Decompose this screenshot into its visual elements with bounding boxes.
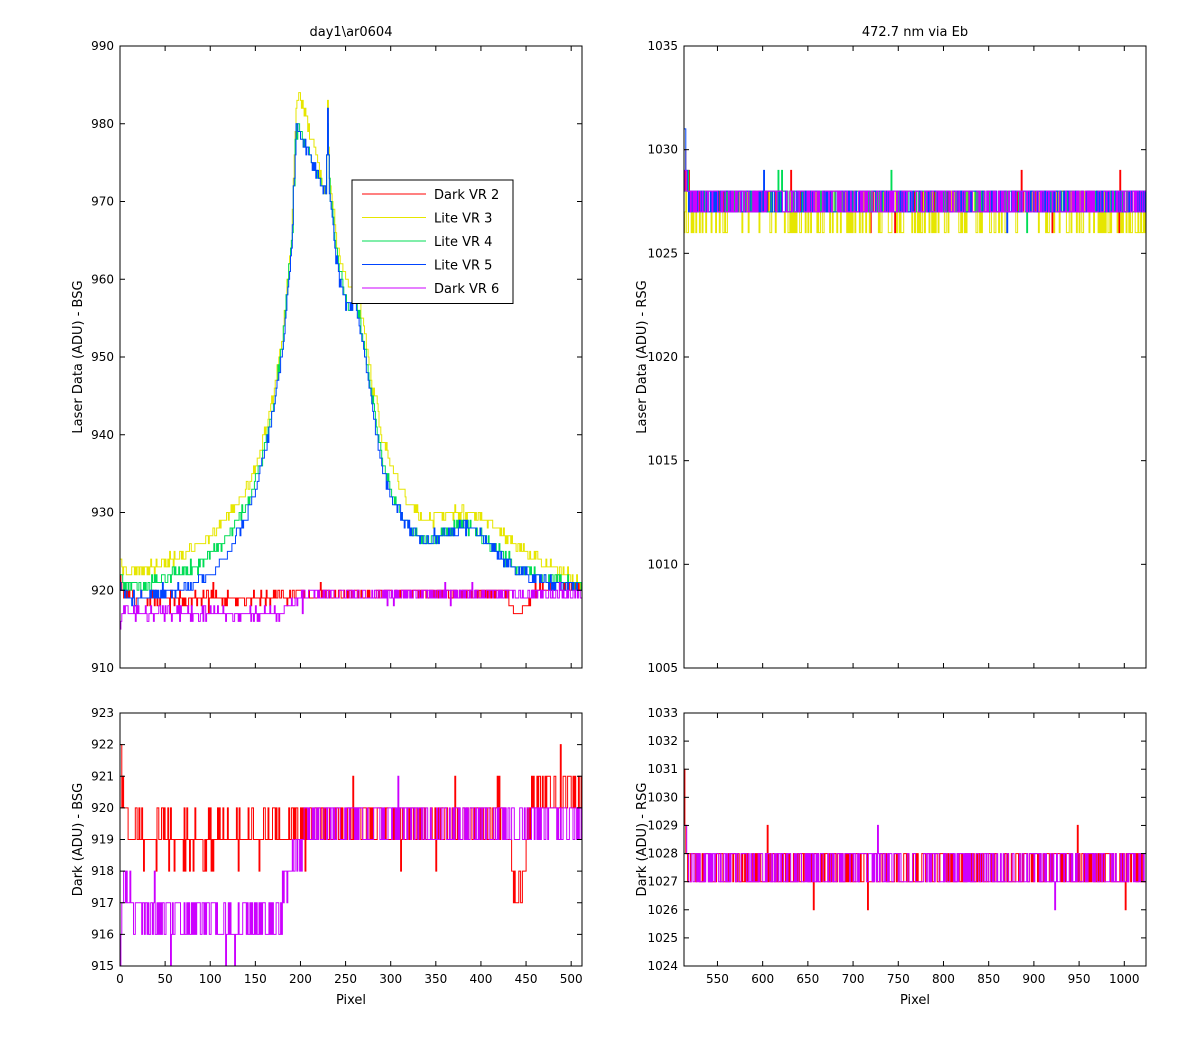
y-axis-label: Dark (ADU) - BSG xyxy=(71,783,86,897)
y-tick-label: 919 xyxy=(91,833,114,847)
y-tick-label: 916 xyxy=(91,927,114,941)
series-line-2 xyxy=(684,824,1146,911)
y-tick-label: 950 xyxy=(91,350,114,364)
series-group xyxy=(684,128,1146,234)
y-tick-label: 1027 xyxy=(647,875,678,889)
x-tick-label: 500 xyxy=(560,972,583,986)
y-tick-label: 940 xyxy=(91,428,114,442)
axes-frame xyxy=(683,712,1147,967)
x-tick-label: 150 xyxy=(244,972,267,986)
y-tick-label: 1035 xyxy=(647,39,678,53)
series-group xyxy=(120,92,582,630)
y-tick-label: 1031 xyxy=(647,762,678,776)
y-tick-label: 1024 xyxy=(647,959,678,973)
y-tick-label: 1033 xyxy=(647,706,678,720)
y-axis-label: Laser Data (ADU) - BSG xyxy=(71,280,86,433)
x-tick-label: 1000 xyxy=(1109,972,1140,986)
y-tick-label: 910 xyxy=(91,661,114,675)
legend: Dark VR 2 Lite VR 3 Lite VR 4 Lite VR 5 Dark… xyxy=(351,179,514,304)
legend-box xyxy=(351,179,514,304)
x-tick-label: 300 xyxy=(379,972,402,986)
y-tick-label: 917 xyxy=(91,896,114,910)
legend-entry: Lite VR 5 xyxy=(434,259,492,274)
x-tick-label: 750 xyxy=(887,972,910,986)
x-tick-label: 950 xyxy=(1068,972,1091,986)
series-group xyxy=(684,768,1146,911)
y-axis-label: Dark (ADU) - RSG xyxy=(635,783,650,897)
legend-entry: Dark VR 6 xyxy=(434,282,499,297)
y-tick-label: 990 xyxy=(91,39,114,53)
x-tick-label: 400 xyxy=(469,972,492,986)
chart-title: day1\ar0604 xyxy=(310,25,393,40)
series-line-4 xyxy=(120,107,582,607)
y-tick-label: 915 xyxy=(91,959,114,973)
y-tick-label: 920 xyxy=(91,801,114,815)
y-axis-label: Laser Data (ADU) - RSG xyxy=(635,280,650,434)
chart-top-right: 1005 1010 1015 1020 1025 1030 1035 472.7 nm via… xyxy=(635,25,1147,675)
y-tick-label: 970 xyxy=(91,195,114,209)
y-tick-label: 960 xyxy=(91,272,114,286)
x-tick-label: 800 xyxy=(932,972,955,986)
y-tick-label: 1025 xyxy=(647,246,678,260)
y-tick-label: 980 xyxy=(91,117,114,131)
legend-entry: Lite VR 3 xyxy=(434,212,492,227)
x-tick-label: 250 xyxy=(334,972,357,986)
y-tick-label: 1030 xyxy=(647,790,678,804)
x-tick-label: 550 xyxy=(706,972,729,986)
series-group xyxy=(120,744,582,966)
x-tick-label: 700 xyxy=(842,972,865,986)
chart-bottom-left: 915 916 917 918 919 920 921 922 923 0 50 100 150 200 2… xyxy=(71,706,583,1008)
legend-entry: Lite VR 4 xyxy=(434,235,492,250)
series-line-2 xyxy=(120,775,582,966)
x-tick-label: 850 xyxy=(977,972,1000,986)
series-line-5 xyxy=(684,169,1146,213)
legend-entry: Dark VR 2 xyxy=(434,188,499,203)
x-tick-label: 450 xyxy=(515,972,538,986)
x-tick-label: 0 xyxy=(116,972,124,986)
y-tick-label: 920 xyxy=(91,583,114,597)
y-tick-label: 1030 xyxy=(647,143,678,157)
x-tick-label: 50 xyxy=(157,972,172,986)
chart-title: 472.7 nm via Eb xyxy=(862,25,968,40)
y-tick-label: 1020 xyxy=(647,350,678,364)
chart-top-left: 910 920 930 940 950 960 970 980 990 day1\ar0604 La… xyxy=(71,25,583,675)
y-tick-label: 1032 xyxy=(647,734,678,748)
x-axis-label: Pixel xyxy=(336,993,366,1008)
y-tick-label: 922 xyxy=(91,738,114,752)
x-tick-label: 650 xyxy=(796,972,819,986)
y-tick-label: 923 xyxy=(91,706,114,720)
x-tick-label: 200 xyxy=(289,972,312,986)
y-tick-label: 918 xyxy=(91,864,114,878)
series-line-5 xyxy=(120,582,582,630)
x-tick-label: 900 xyxy=(1022,972,1045,986)
y-tick-label: 1029 xyxy=(647,818,678,832)
y-tick-label: 930 xyxy=(91,506,114,520)
y-tick-label: 1010 xyxy=(647,557,678,571)
x-tick-label: 100 xyxy=(199,972,222,986)
y-tick-label: 1025 xyxy=(647,931,678,945)
y-tick-label: 1015 xyxy=(647,454,678,468)
y-tick-label: 1005 xyxy=(647,661,678,675)
series-line-2 xyxy=(120,92,582,591)
y-tick-label: 921 xyxy=(91,769,114,783)
x-tick-label: 350 xyxy=(424,972,447,986)
chart-bottom-right: 1024 1025 1026 1027 1028 1029 1030 1031 1032 1033… xyxy=(635,706,1147,1008)
x-axis-label: Pixel xyxy=(900,993,930,1008)
y-tick-label: 1028 xyxy=(647,847,678,861)
y-tick-label: 1026 xyxy=(647,903,678,917)
x-tick-label: 600 xyxy=(751,972,774,986)
